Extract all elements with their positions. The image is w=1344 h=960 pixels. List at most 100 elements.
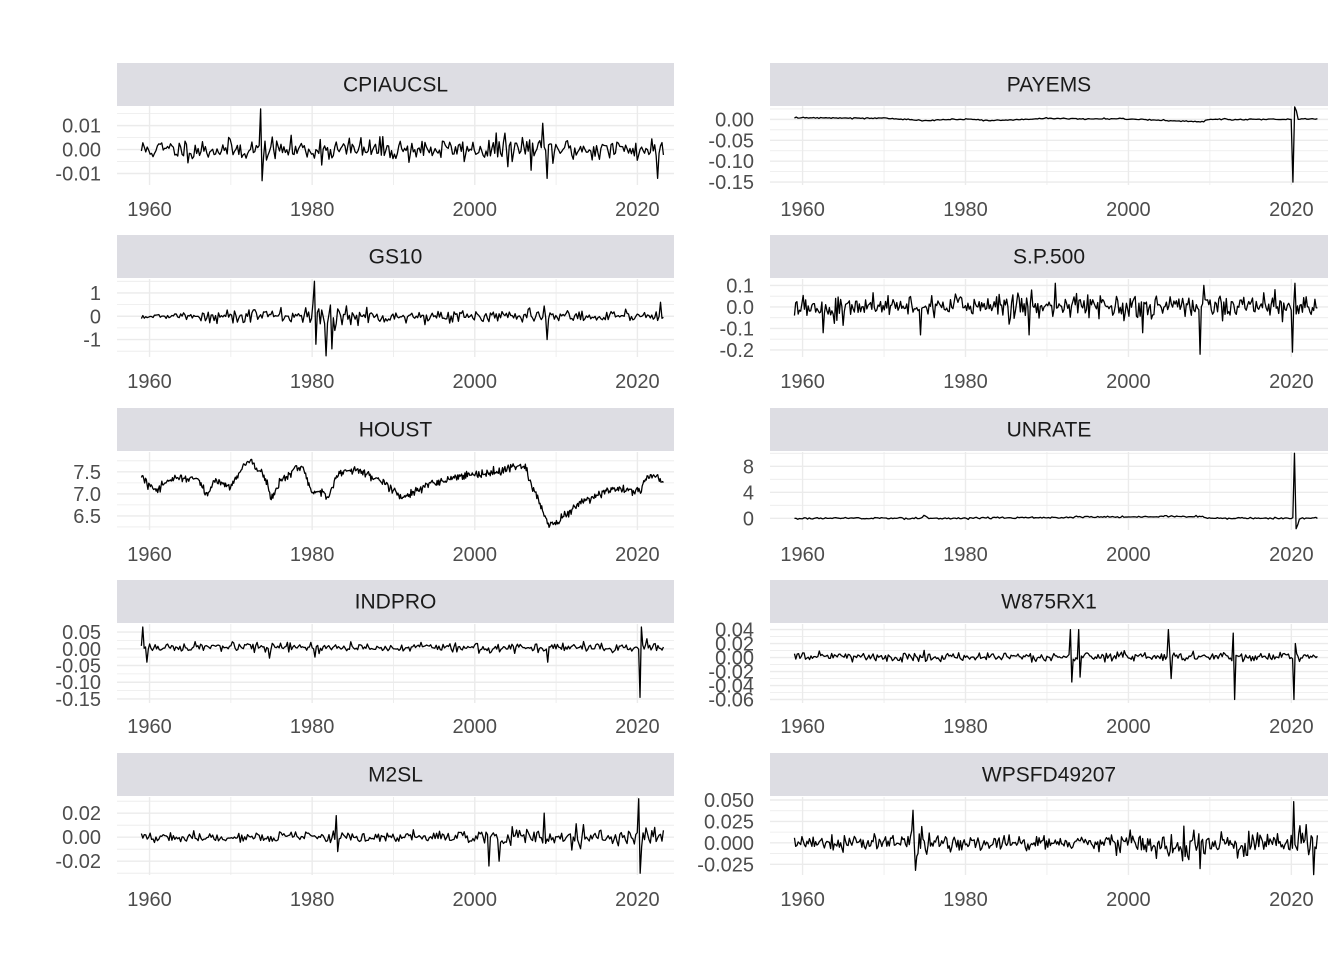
panel-s-p-500: S.P.500 1960 1980 2000 2020 0.10.0-0.1-0.2 — [720, 235, 1328, 393]
x-tick-label: 2020 — [1269, 199, 1314, 221]
series-line-m2sl — [140, 798, 665, 874]
y-tick-label: 0.01 — [62, 116, 101, 138]
y-tick-label: -0.04 — [708, 676, 754, 698]
x-tick-label: 2000 — [453, 199, 498, 221]
series-line-w875rx1 — [793, 628, 1318, 701]
series-line-houst — [140, 458, 664, 529]
y-tick-label: 0.1 — [726, 275, 754, 297]
y-tick-label: -0.15 — [55, 689, 101, 711]
x-tick-label: 2020 — [615, 716, 660, 738]
panel-m2sl: M2SL 1960 1980 2000 2020 0.020.00-0.02 — [55, 753, 674, 911]
panel-cpiaucsl: CPIAUCSL 1960 1980 2000 2020 0.010.00-0.01 — [55, 63, 674, 221]
y-tick-label: -0.10 — [708, 151, 754, 173]
series-line-indpro — [140, 626, 665, 698]
y-tick-label: -0.025 — [697, 854, 754, 876]
y-tick-label: -0.15 — [708, 172, 754, 194]
y-tick-label: -0.02 — [55, 851, 101, 873]
strip-title-m2sl: M2SL — [368, 764, 423, 787]
x-tick-label: 2020 — [615, 544, 660, 566]
panel-w875rx1: W875RX1 1960 1980 2000 2020 0.040.020.00-0.02… — [708, 580, 1328, 738]
strip-title-cpiaucsl: CPIAUCSL — [343, 74, 448, 97]
strip-title-payems: PAYEMS — [1007, 74, 1091, 97]
y-tick-label: 0.02 — [62, 803, 101, 825]
y-tick-label: -0.06 — [708, 690, 754, 712]
x-tick-label: 2000 — [1106, 716, 1151, 738]
y-tick-label: 0.050 — [704, 790, 754, 812]
y-tick-label: -0.2 — [720, 340, 754, 362]
y-tick-label: -0.05 — [708, 130, 754, 152]
y-tick-label: 0.025 — [704, 811, 754, 833]
x-tick-label: 1960 — [780, 544, 825, 566]
strip-payems — [770, 63, 1328, 106]
x-tick-label: 2000 — [453, 889, 498, 911]
series-line-unrate — [794, 452, 1318, 530]
panel-houst: HOUST 1960 1980 2000 2020 7.57.06.5 — [73, 408, 674, 566]
strip-title-houst: HOUST — [359, 419, 433, 442]
strip-s-p-500 — [770, 235, 1328, 278]
x-tick-label: 1960 — [780, 889, 825, 911]
x-tick-label: 1980 — [290, 889, 335, 911]
strip-cpiaucsl — [117, 63, 674, 106]
y-tick-label: 0.0 — [726, 297, 754, 319]
y-tick-label: 0.00 — [715, 109, 754, 131]
x-tick-label: 2020 — [615, 889, 660, 911]
y-tick-label: 7.5 — [73, 462, 101, 484]
x-tick-label: 2020 — [615, 371, 660, 393]
y-tick-label: 0.05 — [62, 622, 101, 644]
x-tick-label: 1980 — [290, 371, 335, 393]
x-tick-label: 1980 — [943, 544, 988, 566]
x-tick-label: 2000 — [453, 544, 498, 566]
y-tick-label: 0.000 — [704, 833, 754, 855]
series-line-payems — [794, 106, 1318, 183]
y-tick-label: 1 — [90, 283, 101, 305]
y-tick-label: 6.5 — [73, 506, 101, 528]
x-tick-label: 2000 — [1106, 889, 1151, 911]
x-tick-label: 1980 — [943, 889, 988, 911]
y-tick-label: 0.00 — [62, 639, 101, 661]
y-tick-label: 0.00 — [62, 140, 101, 162]
y-tick-label: 0 — [743, 508, 754, 530]
x-tick-label: 2000 — [1106, 371, 1151, 393]
y-tick-label: 0.04 — [715, 620, 754, 642]
strip-w875rx1 — [770, 580, 1328, 623]
y-tick-label: -0.01 — [55, 164, 101, 186]
y-tick-label: -0.1 — [720, 318, 754, 340]
x-tick-label: 2020 — [615, 199, 660, 221]
y-tick-label: 8 — [743, 456, 754, 478]
x-tick-label: 1960 — [127, 199, 172, 221]
y-tick-label: -0.05 — [55, 656, 101, 678]
x-tick-label: 2020 — [1269, 544, 1314, 566]
y-tick-label: -0.02 — [708, 662, 754, 684]
strip-title-w875rx1: W875RX1 — [1001, 591, 1097, 614]
x-tick-label: 1980 — [290, 544, 335, 566]
x-tick-label: 1960 — [127, 889, 172, 911]
strip-indpro — [117, 580, 674, 623]
series-line-gs10 — [140, 280, 664, 357]
x-tick-label: 2020 — [1269, 889, 1314, 911]
y-tick-label: 0.00 — [62, 827, 101, 849]
series-line-wpsfd49207 — [793, 801, 1319, 876]
y-tick-label: 0.00 — [715, 648, 754, 670]
panel-payems: PAYEMS 1960 1980 2000 2020 0.00-0.05-0.10-0.1… — [708, 63, 1328, 221]
x-tick-label: 1960 — [127, 371, 172, 393]
y-tick-label: -1 — [83, 330, 101, 352]
strip-houst — [117, 408, 674, 451]
strip-unrate — [770, 408, 1328, 451]
x-tick-label: 2020 — [1269, 716, 1314, 738]
y-tick-label: 0.02 — [715, 634, 754, 656]
strip-gs10 — [117, 235, 674, 278]
y-tick-label: 4 — [743, 482, 754, 504]
x-tick-label: 1960 — [780, 371, 825, 393]
panel-gs10: GS10 1960 1980 2000 2020 10-1 — [83, 235, 674, 393]
x-tick-label: 2000 — [1106, 544, 1151, 566]
x-tick-label: 1960 — [127, 544, 172, 566]
strip-title-s-p-500: S.P.500 — [1013, 246, 1085, 269]
x-tick-label: 1980 — [290, 716, 335, 738]
x-tick-label: 1980 — [943, 199, 988, 221]
x-tick-label: 2000 — [453, 371, 498, 393]
strip-wpsfd49207 — [770, 753, 1328, 796]
x-tick-label: 1980 — [290, 199, 335, 221]
y-tick-label: 7.0 — [73, 484, 101, 506]
x-tick-label: 1960 — [127, 716, 172, 738]
